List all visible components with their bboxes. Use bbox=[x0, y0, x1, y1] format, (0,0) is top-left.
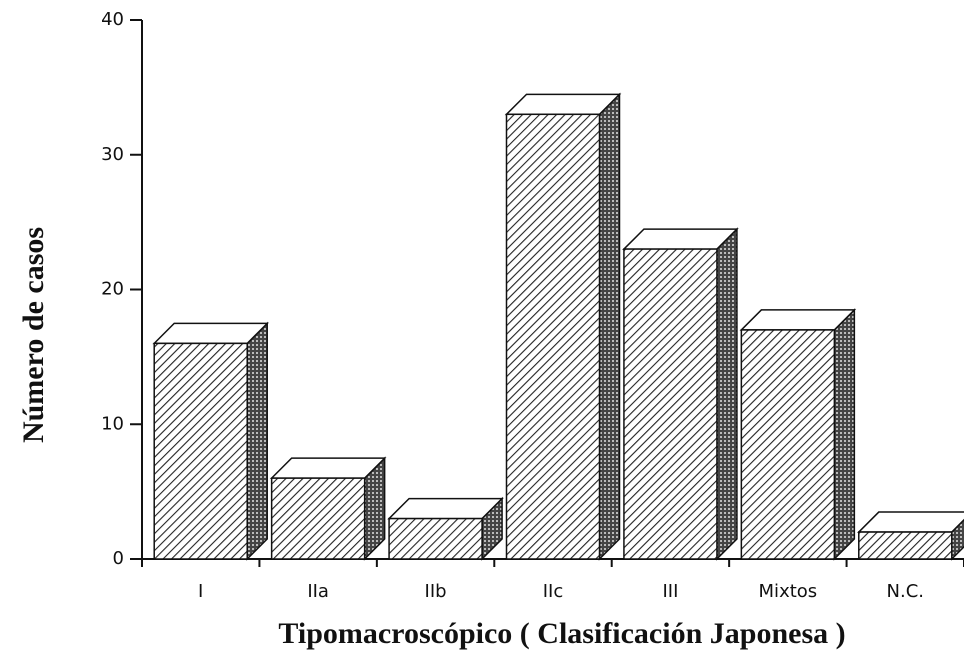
x-axis-title: Tipomacroscópico ( Clasificación Japones… bbox=[278, 617, 845, 650]
x-tick-label: IIc bbox=[543, 581, 564, 602]
bar bbox=[153, 342, 248, 560]
bar bbox=[388, 517, 483, 560]
x-tick-label: IIa bbox=[307, 581, 329, 602]
x-tick-label: III bbox=[662, 581, 678, 602]
bar bbox=[270, 477, 366, 560]
x-tick-label: N.C. bbox=[887, 581, 924, 602]
bar bbox=[623, 248, 718, 560]
bar-top bbox=[856, 511, 964, 533]
bar-top bbox=[387, 497, 504, 520]
bar-side bbox=[716, 227, 738, 561]
bar-side bbox=[833, 308, 856, 561]
bar-top bbox=[739, 309, 857, 331]
bar-top bbox=[269, 457, 387, 479]
bar-top bbox=[504, 93, 622, 116]
y-tick-label: 20 bbox=[101, 279, 124, 300]
bar bbox=[505, 113, 601, 560]
y-tick-label: 10 bbox=[101, 413, 124, 434]
bar-side bbox=[598, 92, 621, 561]
x-tick-label: Mixtos bbox=[759, 581, 818, 602]
bar bbox=[858, 531, 953, 560]
x-tick-label: IIb bbox=[425, 581, 447, 602]
bar-side bbox=[246, 321, 268, 561]
y-tick-label: 40 bbox=[101, 9, 124, 30]
bar bbox=[740, 329, 836, 560]
y-tick-label: 30 bbox=[101, 144, 124, 165]
y-axis-title: Número de casos bbox=[17, 227, 50, 443]
bar-top bbox=[152, 322, 270, 345]
bar-top bbox=[622, 228, 739, 250]
x-tick-label: I bbox=[198, 581, 203, 602]
y-tick-label: 0 bbox=[113, 548, 124, 569]
